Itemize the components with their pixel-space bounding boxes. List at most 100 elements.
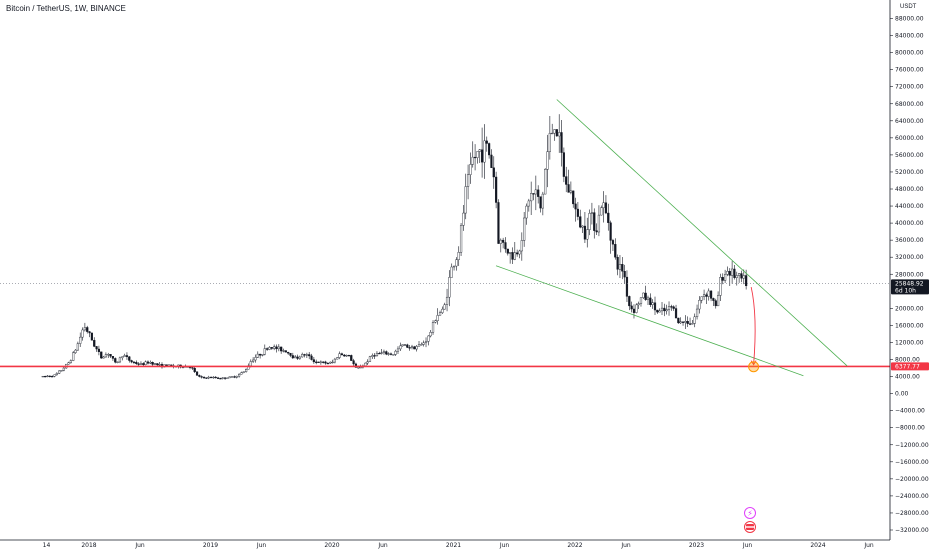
candle-down (100, 351, 103, 359)
dividend-event-icon[interactable] (744, 507, 756, 519)
time-axis-tick-label: 2022 (567, 542, 582, 549)
trendline-lower[interactable] (495, 265, 804, 377)
target-marker[interactable] (748, 361, 760, 373)
candle-up (520, 240, 523, 252)
candle-down (343, 354, 346, 357)
candle-up (445, 296, 449, 305)
candle-up (53, 374, 56, 377)
candle-up (469, 164, 472, 175)
candle-up (466, 174, 470, 187)
candle-up (420, 344, 423, 346)
candle-up (333, 358, 336, 363)
candle-up (242, 371, 245, 373)
candle-up (553, 129, 556, 134)
candle-down (191, 367, 194, 369)
candle-up (476, 151, 479, 158)
candle-up (387, 353, 390, 355)
candle-up (455, 259, 458, 267)
candle-down (233, 376, 236, 378)
candle-up (637, 303, 640, 306)
candle-down (576, 208, 579, 217)
candle-up (431, 322, 435, 333)
candle-up (684, 321, 687, 323)
candle-down (537, 189, 540, 197)
candle-down (340, 353, 344, 356)
candle-down (565, 176, 568, 185)
candle-up (658, 310, 661, 313)
price-axis-tick-label: 72000.00 (895, 84, 924, 91)
time-axis-tick-label: 2023 (689, 542, 704, 549)
price-axis-tick-label: 48000.00 (895, 186, 924, 193)
candle-up (569, 190, 572, 193)
candle-down (630, 305, 633, 310)
candle-up (429, 332, 432, 337)
candle-up (523, 217, 526, 241)
candle-up (499, 239, 502, 244)
candle-up (371, 355, 374, 357)
time-axis-tick-label: 2021 (446, 542, 461, 549)
price-axis-tick-label: 28000.00 (895, 271, 924, 278)
candle-up (581, 225, 584, 228)
candle-up (436, 315, 439, 321)
price-axis-tick-label: 16000.00 (895, 322, 924, 329)
horizontal-level-badge[interactable] (891, 362, 929, 371)
candles-layer (41, 114, 748, 380)
candle-down (223, 377, 227, 379)
candle-down (495, 176, 498, 203)
candle-up (380, 352, 383, 354)
candle-down (200, 376, 203, 378)
candle-down (583, 225, 587, 240)
candle-down (352, 360, 355, 365)
candle-up (695, 308, 699, 318)
candle-down (502, 239, 505, 243)
candle-up (546, 151, 549, 170)
candle-up (256, 353, 259, 358)
candle-up (301, 354, 304, 358)
candle-down (611, 240, 615, 245)
price-axis-tick-label: 60000.00 (895, 135, 924, 142)
price-axis-tick-label: −20000.00 (895, 476, 929, 483)
trendline-upper[interactable] (556, 99, 848, 367)
candle-up (702, 294, 706, 297)
candle-up (707, 290, 710, 297)
candle-up (534, 189, 537, 195)
candle-up (434, 320, 437, 323)
candle-down (259, 353, 262, 356)
candle-up (58, 370, 61, 374)
last-price-badge[interactable] (891, 279, 929, 295)
candle-up (525, 205, 528, 219)
candle-up (116, 361, 119, 363)
candle-down (555, 129, 558, 137)
candle-down (609, 222, 612, 241)
candle-down (705, 294, 708, 297)
candle-down (111, 356, 115, 359)
candle-down (270, 347, 273, 349)
horizontal-level-badge-text: 6377.77 (895, 363, 920, 370)
candle-down (616, 257, 619, 270)
candle-up (544, 169, 547, 195)
candle-up (69, 360, 72, 363)
price-axis[interactable]: 88000.00 84000.00 80000.00 76000.00 72000.00… (889, 0, 929, 540)
candle-down (614, 244, 617, 258)
candle-down (219, 378, 222, 380)
candle-down (86, 327, 89, 332)
time-axis[interactable]: 14 2018 Jun 2019 Jun 2020 Jun 2021 Jun 2022 Jun 202… (0, 539, 890, 549)
candle-down (48, 375, 51, 377)
candle-up (252, 359, 255, 362)
candle-down (480, 149, 484, 163)
projection-arrow[interactable] (750, 286, 756, 365)
candle-up (450, 266, 453, 278)
price-unit-label: USDT (900, 4, 917, 10)
candle-down (128, 356, 131, 361)
price-axis-tick-label: 76000.00 (895, 67, 924, 74)
last-price-badge-text: 6d 10h (895, 287, 916, 294)
price-axis-tick-label: 36000.00 (895, 237, 924, 244)
candle-down (593, 212, 596, 231)
candle-down (485, 140, 488, 144)
candle-down (728, 271, 731, 276)
candle-down (403, 344, 407, 346)
candle-up (268, 347, 271, 350)
price-axis-tick-label: 68000.00 (895, 101, 924, 108)
price-axis-tick-label: −12000.00 (895, 442, 929, 449)
